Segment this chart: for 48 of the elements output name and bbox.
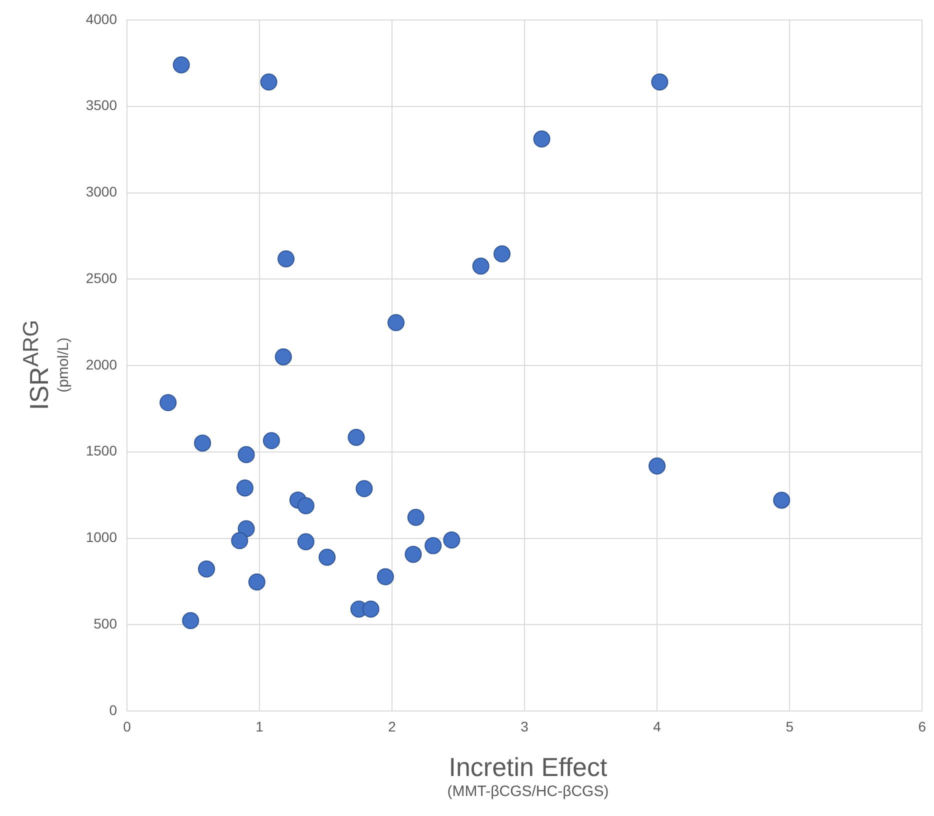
point xyxy=(172,56,190,74)
point xyxy=(648,458,666,475)
y-tick-label: 0 xyxy=(109,702,118,718)
point xyxy=(651,74,668,91)
point xyxy=(404,546,422,563)
point xyxy=(194,434,212,452)
x-tick-label: 6 xyxy=(918,718,926,734)
x-tick-label: 2 xyxy=(388,718,396,734)
point xyxy=(260,74,278,91)
point xyxy=(533,130,550,148)
point xyxy=(376,568,394,586)
point xyxy=(297,533,314,550)
y-tick-label: 3500 xyxy=(86,97,118,114)
point xyxy=(274,348,292,366)
point xyxy=(198,560,216,578)
x-tick-label: 0 xyxy=(123,718,132,734)
y-tick-label: 1500 xyxy=(86,442,118,459)
point xyxy=(348,428,365,446)
point xyxy=(231,532,248,550)
y-tick-label: 2000 xyxy=(86,356,118,372)
x-tick-label: 1 xyxy=(256,718,264,734)
point xyxy=(362,600,380,618)
x-tick-label: 3 xyxy=(520,718,529,734)
y-tick-label: 4000 xyxy=(86,10,118,27)
point xyxy=(262,432,280,450)
x-axis-title: Incretin Effect (MMT-βCGS/HC-βCGS) xyxy=(446,752,610,802)
point xyxy=(278,250,295,268)
point xyxy=(494,245,511,262)
point xyxy=(248,573,266,590)
point xyxy=(407,508,424,526)
point xyxy=(318,548,336,566)
point xyxy=(472,258,490,275)
point xyxy=(424,537,442,554)
point xyxy=(388,314,405,332)
point xyxy=(236,479,254,496)
point xyxy=(182,612,200,630)
point xyxy=(773,492,790,509)
point xyxy=(238,446,255,464)
x-tick-label: 5 xyxy=(786,718,794,734)
point xyxy=(297,497,314,514)
y-tick-label: 1000 xyxy=(86,529,118,546)
point xyxy=(356,480,373,498)
point xyxy=(160,394,177,412)
x-tick-label: 4 xyxy=(653,718,662,734)
y-tick-label: 500 xyxy=(94,615,118,632)
point xyxy=(443,531,460,548)
y-tick-label: 2500 xyxy=(86,270,118,286)
y-tick-label: 3000 xyxy=(86,184,118,200)
